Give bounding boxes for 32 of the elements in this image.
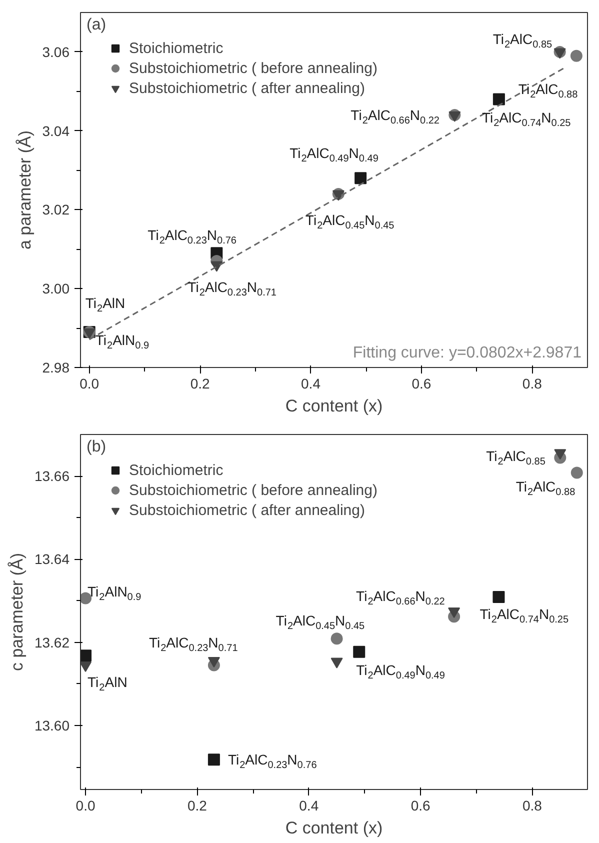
x-axis-title: C content (x) — [285, 818, 383, 838]
legend-label: Stoichiometric — [129, 38, 224, 58]
chart-title: (b) — [86, 438, 106, 456]
x-axis-title: C content (x) — [285, 396, 383, 416]
y-tick-label: 3.02 — [42, 202, 70, 218]
x-tick-label: 0.8 — [522, 376, 542, 392]
legend-label: Stoichiometric — [129, 460, 224, 480]
x-tick-label: 0.6 — [410, 798, 430, 814]
y-tick-label: 13.64 — [34, 551, 70, 568]
y-tick-label: 13.62 — [34, 634, 70, 650]
y-tick-label: 3.04 — [42, 122, 70, 139]
x-tick-label: 0.2 — [190, 376, 210, 392]
x-tick-label: 0.6 — [412, 376, 432, 392]
x-tick-label: 0.4 — [301, 376, 321, 392]
legend-label: Substoichiometric ( before annealing) — [129, 480, 378, 500]
x-tick-label: 0.0 — [80, 376, 100, 392]
x-tick-label: 0.2 — [187, 798, 208, 814]
chart-title: (a) — [86, 16, 106, 34]
y-axis-title: c parameter (Å) — [7, 552, 26, 672]
y-tick-label: 2.98 — [42, 360, 70, 376]
legend-label: Substoichiometric ( after annealing) — [129, 78, 365, 98]
y-axis-title: a parameter (Å) — [15, 130, 34, 250]
y-tick-label: 3.06 — [42, 44, 70, 60]
y-tick-label: 13.66 — [34, 468, 70, 484]
legend-label: Substoichiometric ( after annealing) — [129, 500, 365, 520]
legend-label: Substoichiometric ( before annealing) — [129, 58, 378, 78]
x-tick-label: 0.8 — [522, 798, 542, 814]
y-tick-label: 13.60 — [34, 717, 70, 734]
x-tick-label: 0.0 — [76, 798, 96, 814]
annotation: Fitting curve: y=0.0802x+2.9871 — [352, 344, 582, 362]
y-tick-label: 3.00 — [42, 280, 70, 297]
x-tick-label: 0.4 — [299, 798, 319, 814]
